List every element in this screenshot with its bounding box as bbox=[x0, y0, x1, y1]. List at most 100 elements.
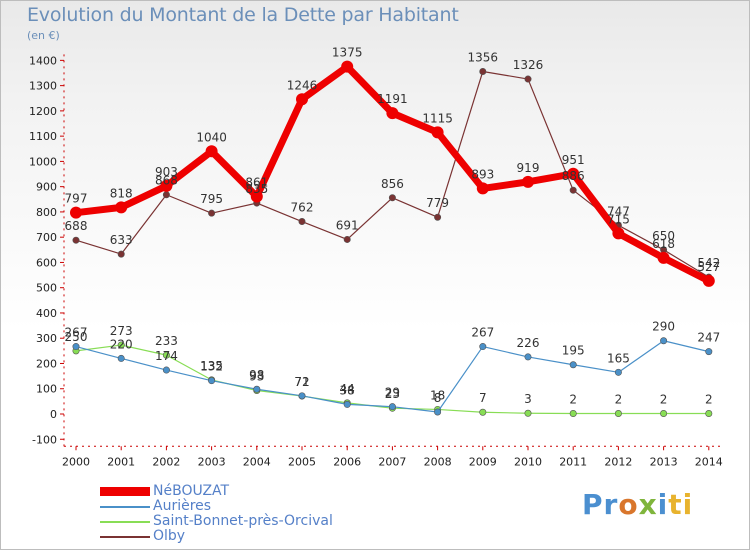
data-point bbox=[388, 403, 396, 411]
data-label: 893 bbox=[471, 167, 494, 181]
y-tick-label: 300 bbox=[36, 332, 57, 345]
legend-item: Aurières bbox=[100, 499, 333, 514]
data-label: 1326 bbox=[513, 58, 544, 72]
data-point bbox=[524, 353, 532, 361]
x-tick-label: 2009 bbox=[469, 455, 497, 468]
data-label: 618 bbox=[652, 237, 675, 251]
data-label: 247 bbox=[697, 331, 720, 345]
data-point bbox=[208, 377, 216, 385]
brand-logo: Proxiti bbox=[582, 488, 694, 521]
data-point bbox=[660, 409, 668, 417]
data-label: 44 bbox=[340, 382, 355, 396]
chart-title: Evolution du Montant de la Dette par Hab… bbox=[27, 4, 459, 26]
data-label: 290 bbox=[652, 320, 675, 334]
data-label: 818 bbox=[110, 186, 133, 200]
x-tick-label: 2008 bbox=[424, 455, 452, 468]
data-label: 861 bbox=[245, 176, 268, 190]
data-point bbox=[524, 75, 532, 83]
chart-unit: (en €) bbox=[27, 29, 60, 42]
data-point bbox=[70, 206, 82, 219]
data-point bbox=[117, 250, 125, 258]
data-label: 267 bbox=[65, 326, 88, 340]
data-label: 762 bbox=[291, 201, 314, 215]
data-point bbox=[343, 235, 351, 243]
data-point bbox=[614, 368, 622, 376]
y-tick-label: 600 bbox=[36, 256, 57, 269]
data-point bbox=[705, 409, 713, 417]
x-tick-label: 2013 bbox=[650, 455, 678, 468]
data-label: 7 bbox=[479, 391, 487, 405]
legend-label: NéBOUZAT bbox=[153, 483, 230, 499]
y-tick-label: 400 bbox=[36, 307, 57, 320]
data-label: 195 bbox=[562, 344, 585, 358]
legend-label: Aurières bbox=[153, 498, 212, 514]
y-tick-label: 0 bbox=[50, 408, 57, 421]
data-label: 856 bbox=[381, 177, 404, 191]
legend-swatch bbox=[100, 487, 150, 496]
data-label: 3 bbox=[524, 392, 532, 406]
data-label: 542 bbox=[697, 256, 720, 270]
x-tick-label: 2003 bbox=[198, 455, 226, 468]
series-layer bbox=[70, 60, 715, 417]
data-point bbox=[388, 194, 396, 202]
data-point bbox=[72, 343, 80, 351]
data-label: 174 bbox=[155, 349, 178, 363]
data-label: 267 bbox=[471, 326, 494, 340]
data-point bbox=[479, 408, 487, 416]
data-point bbox=[476, 182, 489, 195]
data-point bbox=[208, 209, 216, 217]
data-point bbox=[115, 201, 128, 214]
y-tick-label: 1400 bbox=[29, 54, 57, 67]
data-label: 650 bbox=[652, 229, 675, 243]
y-tick-label: 1000 bbox=[29, 155, 57, 168]
data-point bbox=[657, 251, 670, 264]
legend-label: Olby bbox=[153, 528, 186, 544]
data-point bbox=[660, 337, 668, 345]
data-label: 233 bbox=[155, 334, 178, 348]
data-label: 797 bbox=[65, 192, 88, 206]
data-point bbox=[162, 366, 170, 374]
y-tick-label: 200 bbox=[36, 357, 57, 370]
data-label: 226 bbox=[517, 336, 540, 350]
data-point bbox=[612, 227, 625, 240]
data-label: 93 bbox=[249, 370, 264, 384]
y-tick-label: 500 bbox=[36, 282, 57, 295]
data-label: 2 bbox=[615, 392, 623, 406]
x-tick-label: 2002 bbox=[152, 455, 180, 468]
data-label: 8 bbox=[434, 391, 442, 405]
data-point bbox=[162, 191, 170, 199]
data-label: 951 bbox=[562, 153, 585, 167]
data-label: 165 bbox=[607, 351, 630, 365]
data-point bbox=[522, 175, 534, 188]
data-label: 71 bbox=[294, 375, 309, 389]
data-point bbox=[343, 400, 351, 408]
data-point bbox=[250, 190, 263, 203]
data-point bbox=[479, 67, 487, 75]
data-point bbox=[341, 60, 354, 73]
data-label: 795 bbox=[200, 192, 223, 206]
data-label: 919 bbox=[517, 161, 540, 175]
y-tick-label: 900 bbox=[36, 181, 57, 194]
data-label: 29 bbox=[385, 386, 400, 400]
data-point bbox=[614, 409, 622, 417]
legend: NéBOUZAT Aurières Saint-Bonnet-près-Orciva… bbox=[100, 484, 333, 544]
legend-swatch bbox=[100, 520, 150, 523]
x-tick-label: 2001 bbox=[107, 455, 135, 468]
y-tick-label: 1300 bbox=[29, 80, 57, 93]
x-tick-label: 2014 bbox=[695, 455, 723, 468]
data-label: 835 bbox=[245, 182, 268, 196]
x-tick-label: 2011 bbox=[559, 455, 587, 468]
data-point bbox=[72, 236, 80, 244]
data-label: 903 bbox=[155, 165, 178, 179]
data-point bbox=[569, 186, 577, 194]
series-auri-res bbox=[72, 337, 713, 416]
legend-swatch bbox=[100, 505, 150, 508]
axes: -100 0 100 200 300 400 500 600 700 800 900 1000 1100… bbox=[29, 54, 724, 468]
data-label: 1375 bbox=[332, 46, 363, 60]
data-point bbox=[705, 348, 713, 356]
data-label: 2 bbox=[569, 392, 577, 406]
data-point bbox=[479, 343, 487, 351]
data-point bbox=[205, 145, 218, 158]
legend-item: NéBOUZAT bbox=[100, 484, 333, 499]
